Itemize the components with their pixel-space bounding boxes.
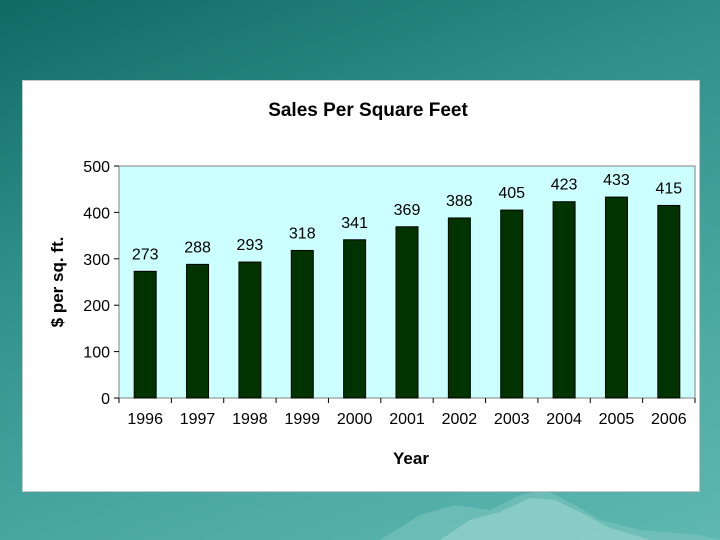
x-axis: 1996 1997 1998 1999 2000 2001 2002 2003 2004 2005… bbox=[118, 398, 696, 428]
bar-2002 bbox=[447, 217, 471, 399]
bar-2001 bbox=[395, 226, 419, 399]
y-tick-label: 100 bbox=[83, 345, 110, 362]
bar-1997 bbox=[186, 263, 210, 399]
bar-2006 bbox=[657, 204, 681, 399]
chart-panel: Sales Per Square Feet 0 100 200 300 400 500 2… bbox=[22, 80, 700, 492]
y-tick-label: 500 bbox=[83, 159, 110, 176]
bar-chart: Sales Per Square Feet 0 100 200 300 400 500 2… bbox=[48, 100, 696, 468]
bar-2003 bbox=[500, 209, 524, 399]
x-tick-label-2002: 2002 bbox=[442, 411, 478, 428]
y-axis: 0 100 200 300 400 500 bbox=[83, 159, 119, 408]
x-tick-label-1997: 1997 bbox=[180, 411, 216, 428]
data-label-1998: 293 bbox=[237, 237, 264, 254]
x-tick-label-2001: 2001 bbox=[389, 411, 425, 428]
bar-2004 bbox=[552, 201, 576, 399]
data-label-2005: 433 bbox=[603, 172, 630, 189]
data-label-1997: 288 bbox=[184, 239, 211, 256]
y-tick-label: 400 bbox=[83, 205, 110, 222]
bar-1996 bbox=[133, 270, 157, 399]
data-label-1999: 318 bbox=[289, 225, 316, 242]
data-label-2001: 369 bbox=[394, 202, 421, 219]
y-tick-label: 200 bbox=[83, 298, 110, 315]
data-label-2002: 388 bbox=[446, 193, 473, 210]
chart-title: Sales Per Square Feet bbox=[268, 100, 468, 121]
y-tick-label: 300 bbox=[83, 252, 110, 269]
x-tick-label-2003: 2003 bbox=[494, 411, 530, 428]
bar-2000 bbox=[343, 239, 367, 399]
bar-1998 bbox=[238, 261, 262, 399]
bars-group: 273 288 293 318 341 369 388 405 423 433 415 bbox=[132, 172, 682, 399]
x-tick-label-1999: 1999 bbox=[284, 411, 320, 428]
data-label-2003: 405 bbox=[498, 185, 525, 202]
data-label-2004: 423 bbox=[551, 177, 578, 194]
y-axis-label: $ per sq. ft. bbox=[48, 237, 67, 328]
data-label-2006: 415 bbox=[655, 180, 682, 197]
y-tick-label: 0 bbox=[101, 391, 110, 408]
x-tick-label-1998: 1998 bbox=[232, 411, 268, 428]
data-label-1996: 273 bbox=[132, 246, 159, 263]
x-tick-label-2006: 2006 bbox=[651, 411, 687, 428]
x-tick-label-2000: 2000 bbox=[337, 411, 373, 428]
bar-1999 bbox=[290, 249, 314, 399]
x-tick-label-2004: 2004 bbox=[546, 411, 582, 428]
data-label-2000: 341 bbox=[341, 215, 368, 232]
bar-2005 bbox=[604, 196, 628, 399]
x-tick-label-2005: 2005 bbox=[599, 411, 635, 428]
x-axis-label: Year bbox=[393, 449, 429, 468]
x-tick-label-1996: 1996 bbox=[127, 411, 163, 428]
